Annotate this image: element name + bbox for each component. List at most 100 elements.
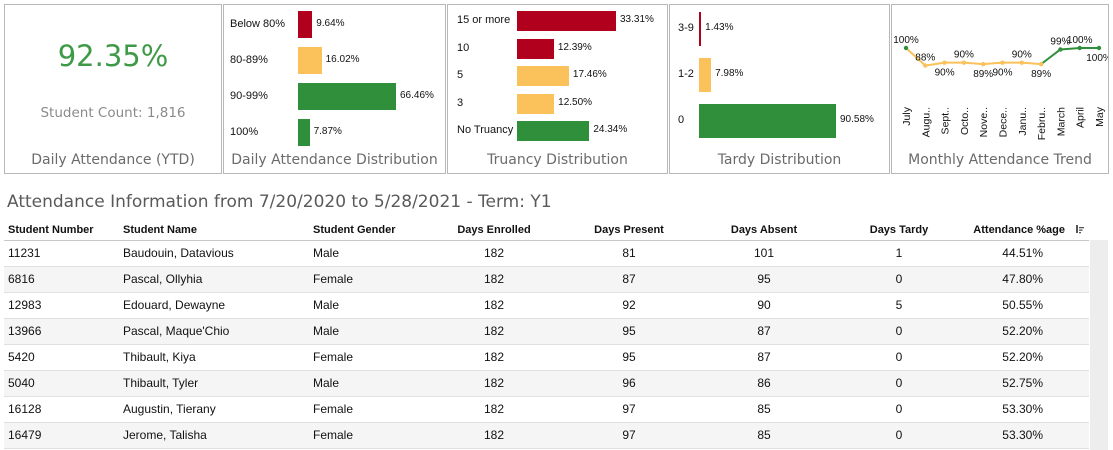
header-days-present[interactable]: Days Present: [559, 220, 699, 241]
tardy-bar[interactable]: [699, 104, 836, 138]
trend-chart: 100% July 88% Augu.. 90% Sept.. 90% Octo.. 89% No…: [893, 35, 1109, 140]
student-name-cell: Edouard, Dewayne: [119, 292, 309, 319]
table-row[interactable]: 13966 Pascal, Maque'Chio Male 182 95 87 0 52.20…: [4, 318, 1089, 345]
trend-point[interactable]: [1077, 45, 1082, 51]
attendance-pct-cell: 50.55%: [969, 292, 1089, 319]
trend-line-segment: [963, 61, 984, 66]
table-scrollbar[interactable]: [1090, 240, 1108, 450]
trend-point[interactable]: [1019, 60, 1024, 65]
truancy-bar[interactable]: [517, 38, 554, 59]
trend-value-label: 99%: [1050, 36, 1070, 47]
truancy-category-label: 15 or more: [457, 14, 511, 26]
trend-month-label: May: [1094, 106, 1106, 127]
trend-month-label: April: [1075, 107, 1087, 128]
trend-value-label: 90%: [935, 68, 955, 79]
sort-descending-icon[interactable]: [1075, 224, 1085, 234]
days-present-cell: 96: [559, 370, 699, 397]
distribution-category-label: 100%: [230, 125, 259, 138]
tardy-value-label: 90.58%: [840, 114, 874, 125]
student-gender-cell: Male: [309, 318, 429, 345]
student-number-cell: 5040: [4, 370, 119, 397]
truancy-bar[interactable]: [517, 66, 569, 86]
trend-line-segment: [905, 47, 926, 67]
trend-point[interactable]: [1038, 61, 1044, 67]
truancy-bar[interactable]: [517, 93, 555, 114]
table-header-row: Student Number Student Name Student Gend…: [4, 220, 1089, 241]
trend-point[interactable]: [903, 45, 909, 51]
trend-point[interactable]: [961, 60, 967, 65]
trend-month-label: Octo..: [959, 107, 971, 135]
table-row[interactable]: 16479 Jerome, Talisha Female 182 97 85 0 53.30%: [4, 422, 1089, 449]
days-enrolled-cell: 182: [429, 240, 559, 267]
attendance-rate-value: 92.35%: [57, 39, 169, 73]
days-tardy-cell: 0: [829, 266, 969, 293]
trend-point[interactable]: [1058, 47, 1063, 52]
tardy-bar[interactable]: [699, 12, 702, 46]
distribution-value-label: 66.46%: [400, 89, 434, 101]
trend-point[interactable]: [1000, 60, 1005, 65]
header-days-enrolled[interactable]: Days Enrolled: [429, 220, 559, 241]
days-enrolled-cell: 182: [429, 370, 559, 397]
trend-month-label: Dece..: [998, 107, 1010, 137]
distribution-value-label: 7.87%: [313, 125, 342, 137]
tardy-distribution-panel: 3-9 1.43% 1-2 7.98% 0 90.58% Tardy Distributi…: [669, 4, 890, 174]
header-student-name[interactable]: Student Name: [119, 220, 309, 241]
table-row[interactable]: 16128 Augustin, Tierany Female 182 97 85 0 53.3…: [4, 396, 1089, 423]
days-enrolled-cell: 182: [429, 292, 559, 319]
days-absent-cell: 86: [699, 370, 829, 397]
student-name-cell: Thibault, Tyler: [119, 370, 309, 397]
truancy-bar[interactable]: [517, 121, 590, 141]
trend-value-label: 100%: [893, 35, 919, 46]
trend-month-label: March: [1055, 107, 1067, 136]
kpi-title: Daily Attendance (YTD): [31, 152, 195, 168]
truancy-value-label: 12.39%: [557, 41, 592, 53]
days-present-cell: 87: [559, 266, 699, 293]
days-tardy-cell: 0: [829, 396, 969, 423]
student-gender-cell: Male: [309, 292, 429, 319]
days-present-cell: 97: [559, 396, 699, 423]
days-absent-cell: 101: [699, 240, 829, 267]
distribution-category-label: Below 80%: [230, 17, 286, 30]
days-absent-cell: 87: [699, 318, 829, 345]
trend-point[interactable]: [923, 63, 928, 68]
table-row[interactable]: 5040 Thibault, Tyler Male 182 96 86 0 52.75%: [4, 370, 1089, 397]
tardy-value-label: 1.43%: [705, 22, 734, 33]
header-days-tardy[interactable]: Days Tardy: [829, 220, 969, 241]
trend-line-segment: [983, 61, 1003, 66]
truancy-value-label: 33.31%: [620, 14, 654, 25]
attendance-pct-cell: 52.20%: [969, 344, 1089, 371]
trend-point[interactable]: [942, 60, 947, 65]
distribution-bar[interactable]: [298, 47, 322, 74]
trend-value-label: 100%: [1086, 53, 1109, 64]
trend-value-label: 89%: [973, 69, 993, 80]
student-name-cell: Thibault, Kiya: [119, 344, 309, 371]
student-number-cell: 16128: [4, 396, 119, 423]
distribution-bar[interactable]: [298, 83, 396, 110]
truancy-distribution-panel: 15 or more 33.31% 10 12.39% 5 17.46% 3 12.50% No…: [447, 4, 668, 174]
truancy-bar[interactable]: [517, 11, 616, 31]
table-row[interactable]: 5420 Thibault, Kiya Female 182 95 87 0 52.20%: [4, 344, 1089, 371]
distribution-category-label: 80-89%: [230, 53, 268, 66]
days-enrolled-cell: 182: [429, 422, 559, 449]
days-present-cell: 92: [559, 292, 699, 319]
distribution-bar[interactable]: [298, 119, 310, 146]
student-number-cell: 16479: [4, 422, 119, 449]
tardy-bar[interactable]: [699, 58, 712, 92]
attendance-pct-cell: 44.51%: [969, 240, 1089, 267]
tardy-category-label: 1-2: [678, 68, 694, 80]
table-row[interactable]: 11231 Baudouin, Datavious Male 182 81 101 1 44.…: [4, 240, 1089, 267]
days-tardy-cell: 0: [829, 370, 969, 397]
header-student-number[interactable]: Student Number: [4, 220, 119, 241]
header-days-absent[interactable]: Days Absent: [699, 220, 829, 241]
days-tardy-cell: 1: [829, 240, 969, 267]
header-attendance-pct[interactable]: Attendance %age: [969, 220, 1089, 241]
trend-point[interactable]: [1096, 45, 1102, 51]
table-row[interactable]: 6816 Pascal, Ollyhia Female 182 87 95 0 47.80%: [4, 266, 1089, 293]
table-row[interactable]: 12983 Edouard, Dewayne Male 182 92 90 5 50.55%: [4, 292, 1089, 319]
distribution-bar[interactable]: [298, 11, 313, 38]
trend-month-label: Nove..: [978, 107, 990, 137]
header-student-gender[interactable]: Student Gender: [309, 220, 429, 241]
tardy-category-label: 3-9: [678, 22, 694, 34]
student-name-cell: Pascal, Ollyhia: [119, 266, 309, 293]
trend-point[interactable]: [981, 61, 986, 67]
